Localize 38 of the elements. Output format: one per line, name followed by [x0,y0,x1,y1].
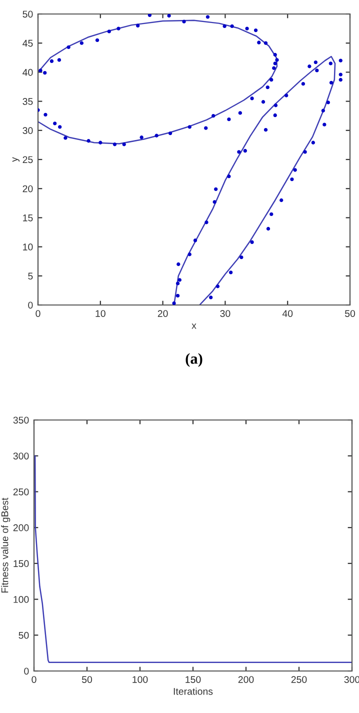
y-tick-label: 250 [13,488,29,496]
x-tick-label: 40 [282,310,293,317]
y-tick-label: 45 [22,40,33,47]
y-tick-label: 15 [23,214,33,222]
y-tick-label: 200 [13,524,29,532]
y-tick-label: 40 [22,68,33,76]
y-tick-label: 5 [28,272,33,280]
y-tick-label: 100 [14,596,29,603]
x-tick-label: 30 [220,310,230,317]
y-tick-label: 0 [24,668,29,675]
y-tick-label: 350 [13,416,29,424]
y-tick-label: 0 [28,302,33,309]
y-tick-label: 30 [22,127,33,134]
y-tick-label: 300 [13,452,29,460]
y-tick-label: 35 [22,98,33,105]
line-series [173,56,336,305]
y-axis-title: Fitness value of gBest [1,498,10,593]
x-tick-label: 100 [132,676,148,683]
y-tick-label: 50 [22,10,33,18]
y-tick-label: 10 [23,244,33,250]
x-tick-label: 10 [96,310,106,317]
x-axis-title: x [192,324,196,329]
x-tick-label: 250 [291,676,307,683]
x-tick-label: 50 [344,310,356,317]
line-series [38,20,278,144]
x-tick-label: 200 [238,676,254,683]
x-tick-label: 50 [82,676,92,683]
y-tick-label: 20 [22,185,33,192]
y-tick-label: 150 [14,560,29,568]
x-tick-label: 0 [36,310,40,317]
x-tick-label: 20 [158,310,168,317]
y-tick-label: 25 [22,156,33,164]
line-series [34,455,352,664]
y-axis-title: y [12,157,20,162]
y-tick-label: 50 [18,632,29,639]
x-tick-label: 150 [186,676,201,683]
text: (a) [186,353,202,367]
x-axis-title: Iterations [174,688,213,695]
